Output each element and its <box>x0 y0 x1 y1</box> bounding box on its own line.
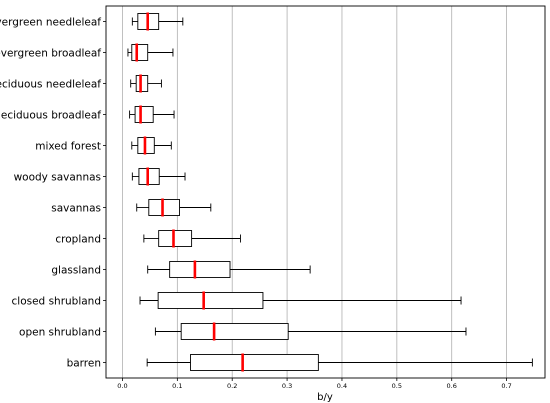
box-iqr <box>169 261 231 278</box>
box-iqr <box>138 168 160 185</box>
category-label: open shrubland <box>19 326 101 338</box>
x-tick-label: 0.2 <box>227 382 237 390</box>
x-tick-label: 0.5 <box>392 382 402 390</box>
box-iqr <box>158 230 193 247</box>
x-tick-label: 0.3 <box>282 382 292 390</box>
box-layer <box>127 12 533 372</box>
x-axis-label: b/y <box>317 392 333 403</box>
category-label: deciduous broadleaf <box>0 109 101 121</box>
box-iqr <box>190 354 319 371</box>
category-label: closed shrubland <box>12 295 101 307</box>
category-label: evergreen broadleaf <box>0 47 101 59</box>
plot-frame <box>105 5 546 379</box>
category-label: woody savannas <box>14 171 101 183</box>
box-iqr <box>135 75 149 92</box>
grid-layer <box>122 6 507 378</box>
category-label: barren <box>67 357 101 369</box>
category-label: savannas <box>51 202 101 214</box>
box-iqr <box>134 106 154 123</box>
x-tick-label: 0.4 <box>337 382 347 390</box>
category-label: cropland <box>55 233 101 245</box>
category-label: mixed forest <box>35 140 101 152</box>
category-label: deciduous needleleaf <box>0 78 101 90</box>
x-tick-label: 0.1 <box>172 382 182 390</box>
category-label: glassland <box>51 264 101 276</box>
x-tick-label: 0.0 <box>117 382 127 390</box>
box-iqr <box>157 292 264 309</box>
box-iqr <box>148 199 180 216</box>
category-label: evergreen needleleaf <box>0 16 101 28</box>
axis-layer: evergreen needleleaf evergreen broadleaf d… <box>0 5 546 390</box>
box-iqr <box>131 44 149 61</box>
x-tick-label: 0.7 <box>501 382 511 390</box>
x-tick-label: 0.6 <box>447 382 457 390</box>
box-iqr <box>180 323 289 340</box>
